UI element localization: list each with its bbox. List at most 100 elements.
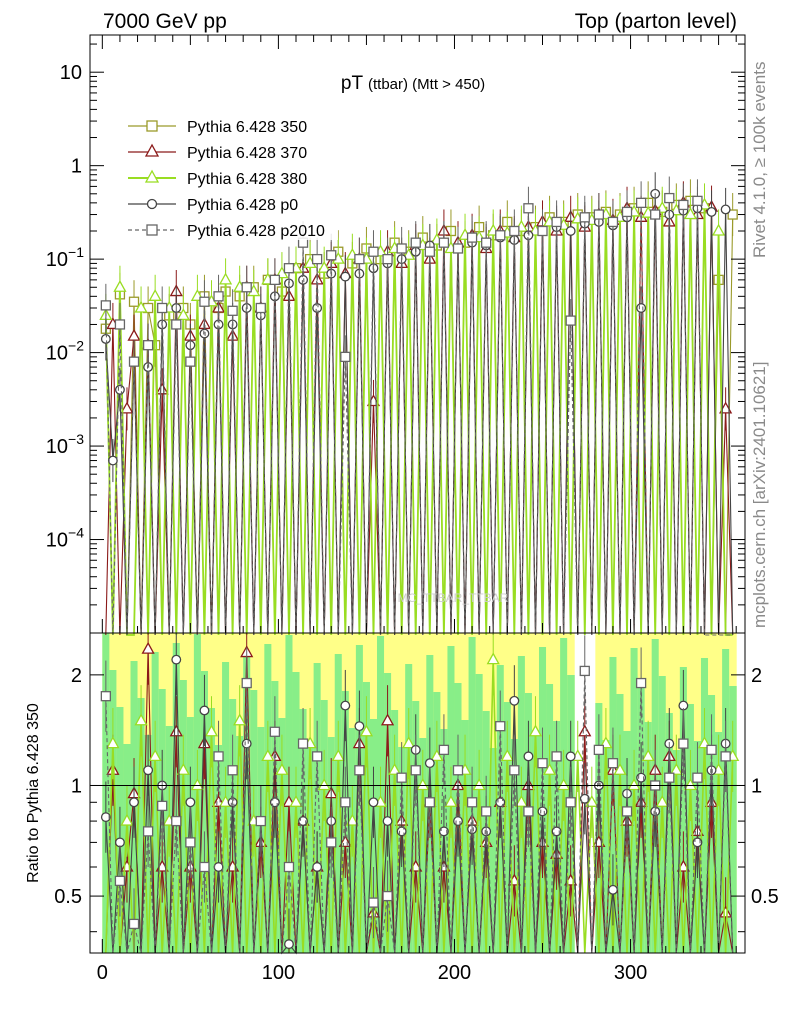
main-y-tick-label: 10−4	[46, 525, 84, 552]
ratio-point	[402, 736, 416, 749]
data-point	[120, 401, 134, 414]
legend-marker	[144, 169, 160, 183]
legend-bg	[118, 116, 338, 136]
data-point	[727, 209, 738, 220]
data-point	[218, 272, 233, 285]
x-tick-label: 200	[438, 962, 471, 984]
band-green	[531, 730, 540, 953]
legend-entry: Pythia 6.428 p0	[118, 194, 338, 214]
band-green	[665, 713, 674, 953]
band-green	[391, 710, 399, 953]
ratio-point	[312, 862, 323, 872]
x-tick-label: 100	[262, 962, 295, 984]
data-point	[466, 232, 478, 243]
ratio-point	[692, 772, 703, 783]
main-series	[99, 172, 738, 636]
ratio-line	[105, 670, 734, 954]
ratio-point	[466, 797, 478, 808]
ratio-point	[635, 677, 647, 689]
legend-marker	[146, 224, 158, 236]
ratio-point	[565, 751, 576, 762]
ratio-point	[719, 905, 733, 918]
main-y-tick-label: 10	[60, 62, 82, 84]
ratio-point	[430, 749, 444, 762]
ratio-point	[359, 724, 374, 737]
ratio-point	[500, 749, 514, 762]
data-point	[241, 282, 252, 293]
ratio-point	[190, 778, 205, 791]
ratio-point	[495, 721, 506, 732]
ratio-pythia-6-428-p2010	[100, 635, 734, 954]
ratio-point	[551, 751, 562, 762]
legend-entry: Pythia 6.428 370	[118, 142, 338, 162]
ratio-point	[157, 800, 168, 812]
data-point	[354, 253, 365, 265]
data-point	[579, 212, 590, 223]
band-green	[722, 649, 730, 953]
mcplots-label: mcplots.cern.ch [arXiv:2401.10621]	[750, 362, 769, 628]
ratio-point	[354, 721, 365, 732]
band-green	[200, 671, 209, 953]
ratio-point	[340, 797, 351, 808]
data-point	[607, 216, 619, 228]
legend-entry: Pythia 6.428 380	[118, 168, 338, 188]
ratio-series	[100, 633, 740, 955]
legend-label: Pythia 6.428 380	[187, 171, 307, 188]
ratio-point	[284, 939, 294, 950]
band-green	[602, 740, 610, 953]
data-point	[593, 209, 605, 220]
band-green	[278, 718, 286, 953]
data-point	[269, 274, 281, 286]
band-green	[243, 653, 251, 953]
band-green	[686, 704, 695, 953]
legend-entry: Pythia 6.428 350	[118, 116, 338, 136]
ratio-point	[565, 797, 576, 808]
data-point	[340, 351, 351, 363]
ratio-point	[134, 713, 148, 726]
ratio-point	[261, 749, 275, 762]
legend-label: Pythia 6.428 350	[187, 119, 307, 136]
ratio-point	[486, 652, 500, 665]
ratio-point	[453, 816, 463, 827]
band-green	[700, 658, 709, 953]
ratio-point	[613, 762, 627, 775]
data-point	[438, 237, 450, 248]
data-point	[100, 333, 111, 344]
main-y-tick-label: 10−1	[46, 244, 84, 271]
ratio-frame	[89, 632, 746, 954]
ratio-point	[204, 724, 219, 737]
ratio-point	[199, 861, 210, 873]
ratio-point	[338, 835, 352, 848]
ratio-point	[176, 762, 190, 775]
ratio-point	[129, 797, 139, 808]
ratio-point	[199, 705, 210, 716]
band-green	[672, 750, 681, 953]
data-point	[382, 253, 393, 265]
data-point	[706, 206, 717, 217]
legend-bg	[118, 168, 338, 188]
band-green	[503, 702, 512, 953]
data-point	[199, 328, 210, 339]
ratio-point	[579, 793, 590, 804]
ratio-point	[275, 762, 289, 775]
ratio-point	[100, 812, 111, 823]
series-line	[105, 198, 733, 636]
plot-title: pT (ttbar) (Mtt > 450)	[341, 73, 485, 94]
ratio-pythia-6-428-380	[105, 633, 740, 954]
ratio-y-tick-label-right: 0.5	[751, 886, 779, 908]
ratio-point	[607, 884, 618, 895]
data-point	[635, 197, 647, 209]
ratio-point	[142, 826, 154, 837]
ratio-point	[585, 794, 599, 807]
ratio-point	[354, 765, 365, 776]
data-point	[650, 209, 661, 220]
data-point	[100, 300, 111, 311]
ratio-point	[537, 758, 548, 769]
band-green	[489, 748, 498, 953]
ratio-point	[380, 713, 395, 726]
x-tick-label: 300	[614, 962, 647, 984]
series-pythia-6-428-p2010	[100, 176, 733, 636]
x-tick-label: 0	[97, 962, 108, 984]
band-green	[546, 684, 554, 953]
legend-bg	[118, 142, 338, 162]
